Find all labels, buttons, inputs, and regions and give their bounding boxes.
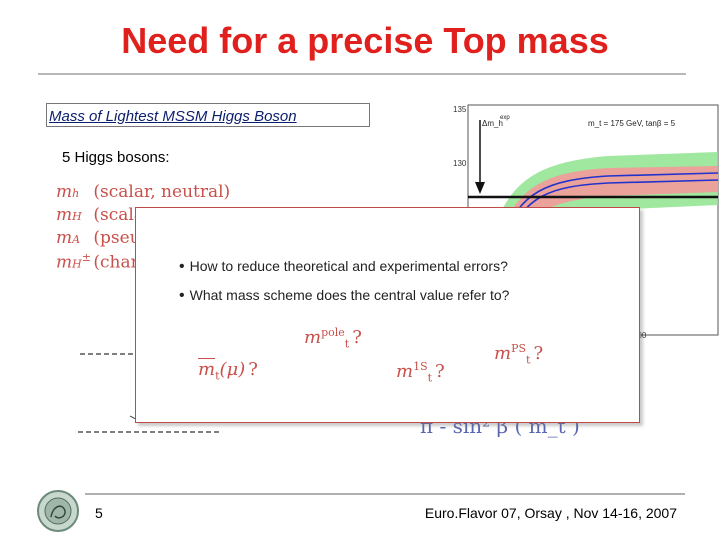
footer-divider — [85, 493, 685, 495]
subtitle-box — [46, 103, 370, 127]
institute-seal-icon — [37, 490, 79, 532]
footer-event: Euro.Flavor 07, Orsay , Nov 14-16, 2007 — [424, 505, 677, 521]
ps-mass-scheme: mPSt? — [494, 342, 544, 367]
page-number: 5 — [95, 505, 103, 521]
higgs-symbol: mH — [56, 205, 82, 225]
question-item: • What mass scheme does the central value… — [179, 287, 510, 304]
plot-delta-label: Δm_h — [482, 119, 503, 128]
higgs-symbol: mh — [56, 182, 80, 202]
higgs-symbol: mA — [56, 228, 81, 248]
msbar-mass-scheme: mt(μ)? — [198, 359, 258, 383]
question-item: • How to reduce theoretical and experimen… — [179, 258, 508, 275]
higgs-row-h: mh (scalar, neutral) — [56, 182, 292, 205]
plot-delta-sup: exp — [500, 115, 510, 121]
question-popup: • How to reduce theoretical and experimen… — [135, 207, 640, 423]
title-divider — [38, 73, 686, 75]
1s-mass-scheme: m1St? — [396, 360, 445, 385]
slide-subtitle: Mass of Lightest MSSM Higgs Boson — [49, 108, 297, 125]
pole-mass-scheme: mpolet? — [304, 326, 362, 351]
plot-annotation: m_t = 175 GeV, tanβ = 5 — [588, 119, 676, 128]
higgs-label: (scalar, neutral) — [93, 182, 231, 202]
higgs-symbol: mH± — [56, 251, 91, 273]
plot-ytick-top: 135 — [453, 105, 467, 114]
slide-title: Need for a precise Top mass — [121, 20, 609, 61]
plot-ytick-mid: 130 — [453, 159, 467, 168]
higgs-count-label: 5 Higgs bosons: — [62, 149, 170, 166]
